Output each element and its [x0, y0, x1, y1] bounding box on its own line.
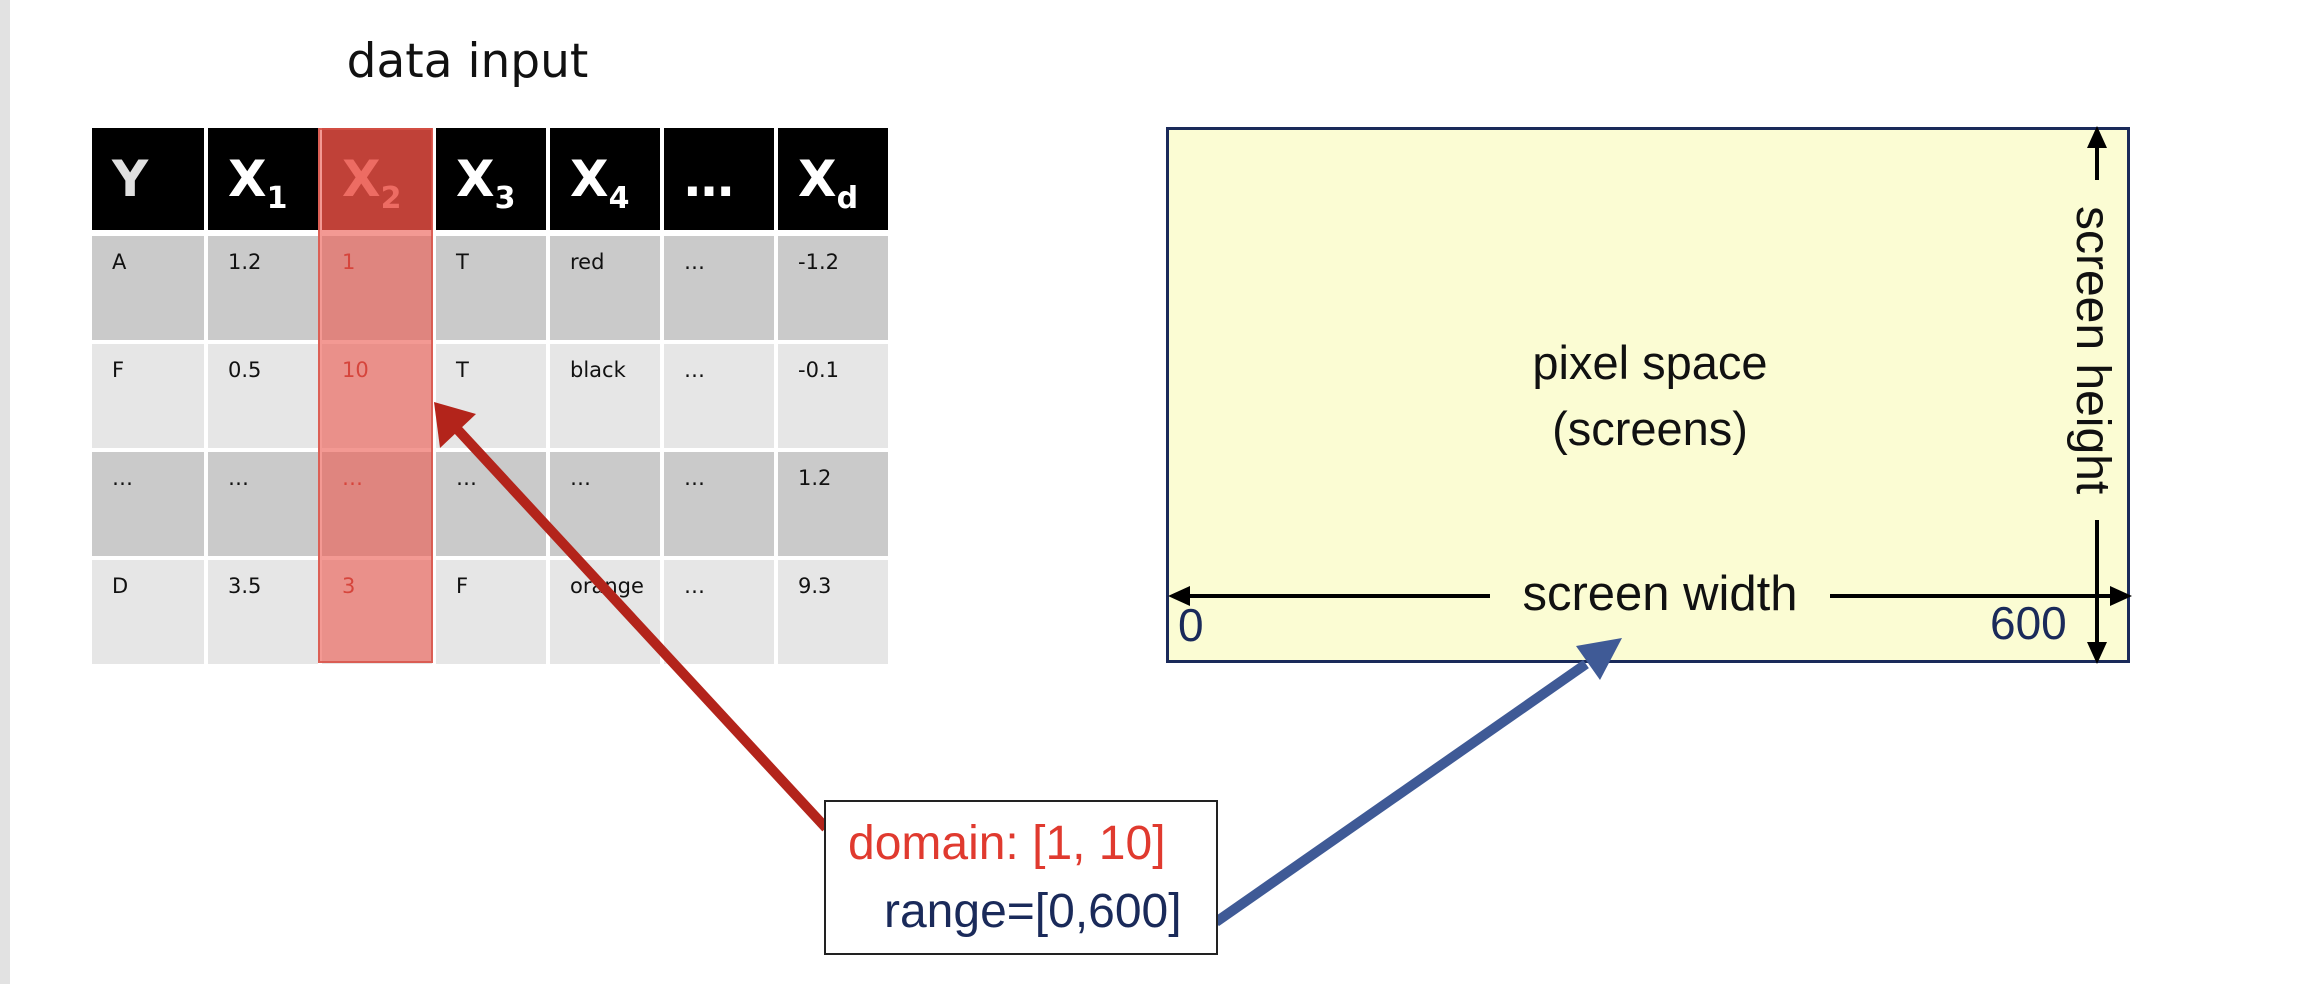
domain-arrow-shaft [454, 426, 830, 832]
screen-height-label: screen height [2060, 180, 2120, 520]
table-cell: … [664, 560, 774, 664]
table-cell: 3.5 [208, 560, 318, 664]
table-cell: … [664, 452, 774, 556]
table-cell: … [92, 452, 204, 556]
table-title: data input [346, 34, 589, 89]
table-cell: orange [550, 560, 660, 664]
table-cell: A [92, 236, 204, 340]
table-cell: 0.5 [208, 344, 318, 448]
pixel-space-label: pixel space (screens) [1400, 330, 1900, 462]
table-cell: … [664, 236, 774, 340]
table-cell: 1.2 [778, 452, 888, 556]
highlighted-column-x2 [318, 128, 433, 663]
table-cell: … [550, 452, 660, 556]
table-cell: F [92, 344, 204, 448]
width-arrowhead-left [1168, 586, 1190, 606]
header-ellipsis: … [664, 128, 774, 230]
pixel-space-label-line2: (screens) [1552, 402, 1748, 455]
table-cell: 1.2 [208, 236, 318, 340]
screen-width-label: screen width [1490, 566, 1830, 622]
table-cell: black [550, 344, 660, 448]
height-arrowhead-top [2087, 126, 2107, 148]
range-max-label: 600 [1990, 597, 2067, 649]
left-edge-bar [0, 0, 10, 984]
height-arrowhead-bottom [2087, 642, 2107, 664]
table-cell: 9.3 [778, 560, 888, 664]
range-arrowhead [1576, 638, 1622, 680]
table-cell: F [436, 560, 546, 664]
header-x4: X4 [550, 128, 660, 230]
table-cell: -1.2 [778, 236, 888, 340]
header-xd: Xd [778, 128, 888, 230]
domain-text: domain: [1, 10] [848, 817, 1166, 870]
range-text: range=[0,600] [884, 885, 1182, 938]
range-arrow-shaft [1213, 659, 1589, 927]
table-cell: -0.1 [778, 344, 888, 448]
header-x3: X3 [436, 128, 546, 230]
table-cell: … [664, 344, 774, 448]
table-cell: red [550, 236, 660, 340]
domain-arrowhead [434, 402, 476, 448]
table-cell: T [436, 236, 546, 340]
scale-definition-box: domain: [1, 10] range=[0,600] [824, 800, 1218, 955]
table-cell: D [92, 560, 204, 664]
header-x1: X1 [208, 128, 318, 230]
range-min-label: 0 [1178, 599, 1204, 651]
pixel-space-label-line1: pixel space [1532, 336, 1768, 389]
width-arrowhead-right [2110, 586, 2132, 606]
table-cell: … [208, 452, 318, 556]
header-y: Y [92, 128, 204, 230]
